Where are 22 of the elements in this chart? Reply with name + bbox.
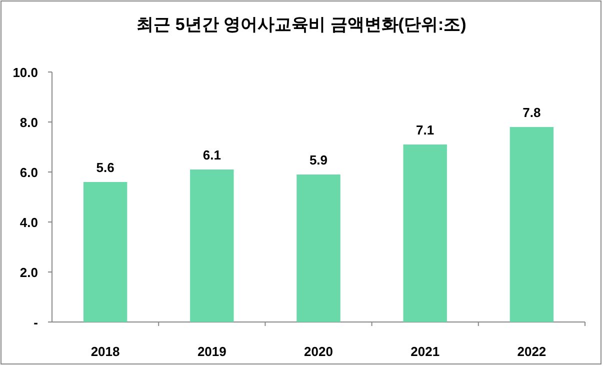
- y-tick-label: 4.0: [20, 215, 38, 230]
- bar: [190, 170, 234, 322]
- chart-title: 최근 5년간 영어사교육비 금액변화(단위:조): [136, 15, 466, 34]
- x-tick-label: 2019: [197, 344, 226, 359]
- data-label: 5.9: [309, 152, 328, 168]
- data-label: 5.6: [96, 160, 114, 175]
- data-label: 7.1: [416, 122, 434, 138]
- data-label: 7.8: [522, 105, 541, 120]
- y-tick-label: 6.0: [20, 165, 38, 180]
- data-label: 6.1: [202, 148, 221, 162]
- y-tick-label: 10.0: [12, 65, 38, 80]
- bar: [83, 182, 128, 322]
- y-tick-label: -: [34, 315, 38, 330]
- y-tick-label: 8.0: [20, 115, 38, 130]
- y-tick-label: 2.0: [20, 265, 38, 280]
- bar: [510, 127, 554, 322]
- x-tick-label: 2022: [517, 344, 546, 359]
- x-tick-label: 2021: [410, 344, 440, 359]
- x-tick-label: 2018: [90, 344, 120, 359]
- bar: [403, 144, 447, 322]
- x-tick-label: 2020: [304, 344, 333, 359]
- bar: [296, 174, 340, 322]
